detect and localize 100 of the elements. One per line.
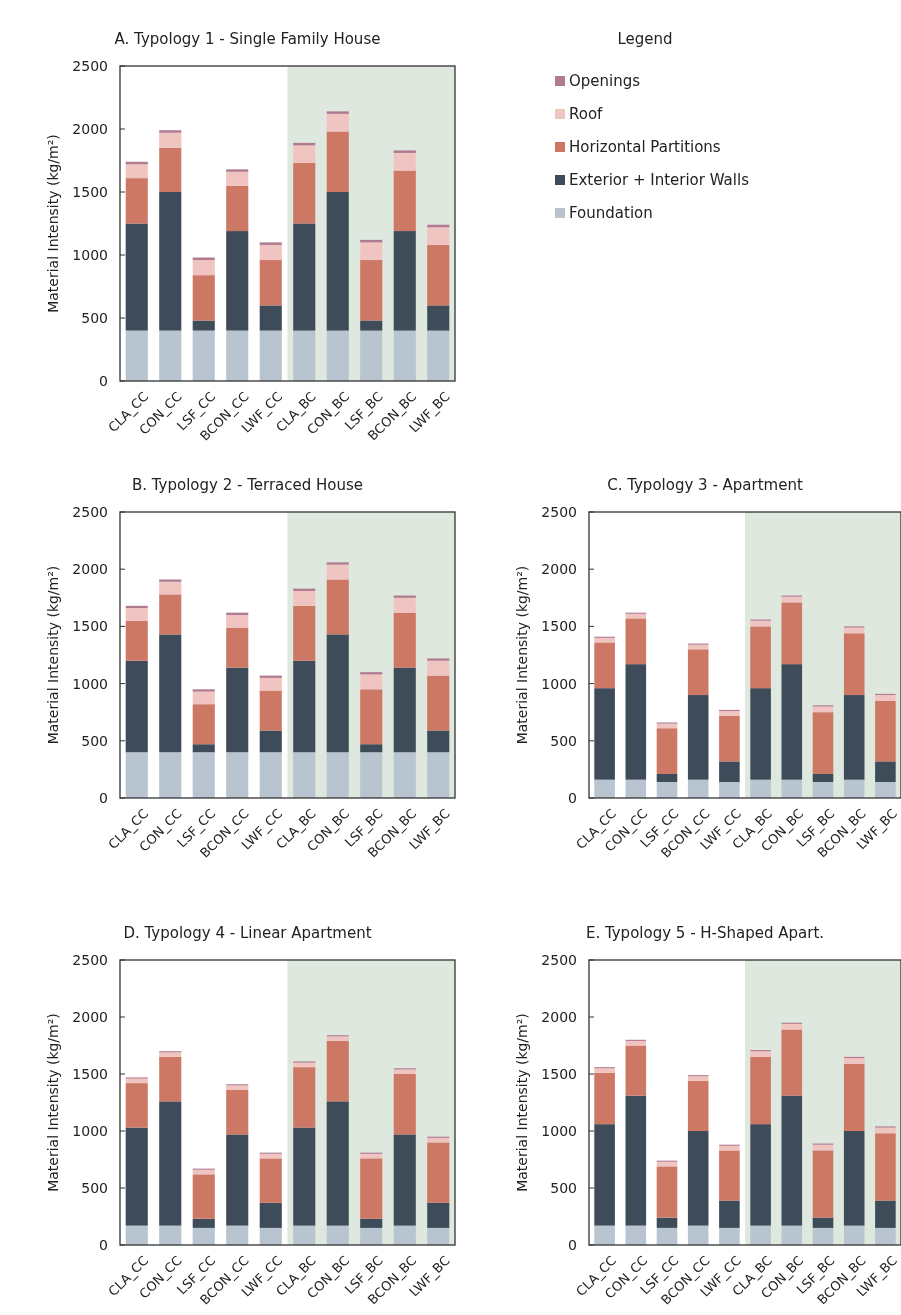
bar xyxy=(226,1085,249,1090)
bar xyxy=(594,1068,615,1073)
bar xyxy=(812,706,834,713)
bar xyxy=(687,1225,709,1245)
bar xyxy=(293,660,316,753)
bar xyxy=(125,330,148,381)
bar xyxy=(393,152,416,171)
bar xyxy=(259,677,282,691)
bar xyxy=(360,752,383,798)
y-axis-title: Material Intensity (kg/m²) xyxy=(45,565,61,745)
bar xyxy=(226,330,249,381)
bar xyxy=(125,660,148,753)
y-tick-label: 500 xyxy=(81,309,108,326)
bar xyxy=(393,1074,416,1135)
bar xyxy=(226,171,249,186)
y-tick-label: 1500 xyxy=(72,1065,108,1082)
bar xyxy=(687,695,709,780)
bar xyxy=(427,1142,450,1203)
bar xyxy=(192,320,215,331)
bar xyxy=(656,773,678,782)
bar xyxy=(360,1158,383,1219)
bar xyxy=(293,145,316,164)
bar xyxy=(393,667,416,753)
y-axis-title: Material Intensity (kg/m²) xyxy=(45,134,61,313)
bar xyxy=(259,1158,282,1203)
bar xyxy=(781,664,803,780)
bar xyxy=(719,761,740,782)
bar xyxy=(192,260,215,276)
y-tick-label: 1500 xyxy=(541,1065,577,1082)
bar xyxy=(192,704,215,745)
bar xyxy=(625,618,647,665)
bar xyxy=(719,715,740,762)
bar xyxy=(326,579,349,635)
legend-label: Horizontal Partitions xyxy=(569,138,721,157)
bar xyxy=(427,330,450,381)
bar xyxy=(360,674,383,690)
bar xyxy=(226,752,249,798)
bar xyxy=(192,330,215,381)
bar xyxy=(159,581,182,595)
bar xyxy=(226,614,249,628)
bar xyxy=(750,626,771,689)
bar xyxy=(326,1040,349,1102)
bar xyxy=(326,111,349,114)
bar xyxy=(393,1225,416,1245)
bar xyxy=(192,1218,215,1228)
bar xyxy=(719,1200,740,1228)
chart-title: D. Typology 4 - Linear Apartment xyxy=(123,924,372,942)
y-tick-label: 2500 xyxy=(72,57,108,74)
bar xyxy=(192,275,215,321)
bar xyxy=(125,164,148,179)
bar xyxy=(259,244,282,261)
bar xyxy=(226,1225,249,1245)
bar xyxy=(293,1067,316,1128)
legend-label: Openings xyxy=(569,72,641,91)
y-axis-title: Material Intensity (kg/m²) xyxy=(514,1013,530,1192)
bar xyxy=(687,649,709,696)
bar xyxy=(875,761,896,782)
bar xyxy=(226,169,249,172)
bar xyxy=(326,1225,349,1245)
bar xyxy=(393,1134,416,1226)
bar xyxy=(326,113,349,132)
bar xyxy=(625,1095,647,1226)
bar xyxy=(259,330,282,381)
bar xyxy=(656,1227,678,1245)
bar xyxy=(656,728,678,774)
bar xyxy=(159,132,182,148)
bar xyxy=(750,688,771,780)
bar xyxy=(843,1063,865,1131)
y-tick-label: 2000 xyxy=(541,1008,577,1025)
bar xyxy=(159,1225,182,1245)
bar xyxy=(125,1083,148,1128)
bar xyxy=(125,608,148,621)
bar xyxy=(687,1080,709,1131)
bar xyxy=(812,781,834,798)
bar xyxy=(750,779,771,798)
bar xyxy=(159,1052,182,1057)
bar xyxy=(812,1227,834,1245)
bar xyxy=(259,260,282,306)
bar xyxy=(360,1218,383,1228)
chart-title: E. Typology 5 - H-Shaped Apart. xyxy=(585,924,825,942)
y-axis-title: Material Intensity (kg/m²) xyxy=(45,1013,61,1192)
y-tick-label: 1000 xyxy=(72,1122,108,1139)
bar xyxy=(259,690,282,731)
bar xyxy=(594,1072,615,1125)
bar xyxy=(393,231,416,331)
bar xyxy=(875,695,896,701)
bar xyxy=(159,594,182,635)
y-tick-label: 500 xyxy=(550,1179,577,1196)
bar xyxy=(393,1069,416,1074)
y-tick-label: 1000 xyxy=(72,246,108,263)
bar xyxy=(326,1036,349,1041)
chart-title: C. Typology 3 - Apartment xyxy=(607,476,803,494)
bar xyxy=(259,305,282,331)
bar xyxy=(360,260,383,321)
bar xyxy=(125,223,148,331)
bar xyxy=(812,1150,834,1218)
bar xyxy=(594,688,615,780)
bar xyxy=(656,1166,678,1218)
bar xyxy=(427,658,450,661)
bar xyxy=(750,1225,771,1245)
